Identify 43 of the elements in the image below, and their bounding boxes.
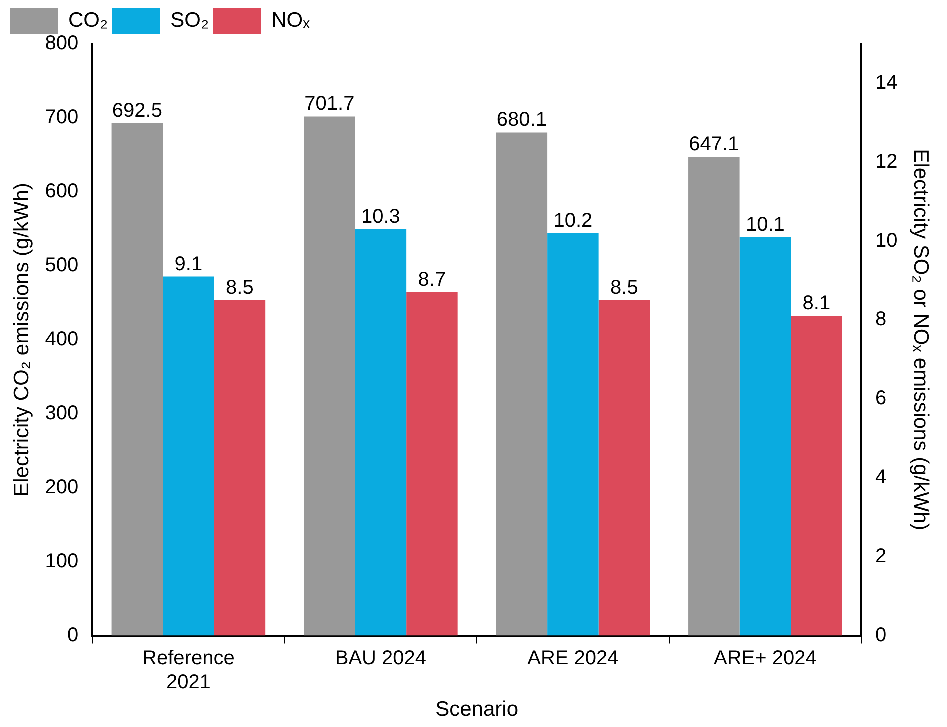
data-label: 10.1	[746, 214, 785, 236]
x-tick-label: ARE 2024	[528, 647, 619, 670]
data-label: 647.1	[689, 134, 740, 156]
data-label: 8.5	[226, 276, 254, 299]
data-label: 692.5	[112, 100, 162, 122]
legend-label: NOₓ	[272, 8, 310, 32]
legend-label: CO₂	[68, 8, 108, 32]
data-label: 701.7	[304, 93, 355, 116]
x-tick-label: Reference 2021	[142, 647, 235, 694]
y-axis-title: Electricity CO₂ emissions (g/kWh)	[10, 182, 34, 497]
y2-tick-label: 8	[876, 308, 887, 331]
y2-axis-title: Electricity SO₂ or NOₓ emissions (g/kWh)	[910, 149, 933, 531]
y2-tick-label: 2	[876, 545, 887, 568]
y2-tick-label: 10	[876, 230, 898, 252]
y-tick-label: 500	[45, 254, 79, 276]
x-axis-title: Scenario	[436, 698, 519, 722]
legend-label: SO₂	[170, 8, 210, 32]
y2-tick-label: 4	[876, 466, 887, 488]
data-label: 10.3	[361, 206, 400, 228]
x-tick-label: ARE+ 2024	[714, 647, 817, 670]
y-tick-label: 300	[45, 402, 79, 424]
data-label: 8.5	[610, 276, 638, 299]
y-tick-label: 400	[45, 328, 79, 350]
y2-tick-label: 12	[876, 150, 898, 173]
bar	[791, 316, 842, 636]
y-tick-label: 0	[67, 624, 79, 646]
bar	[214, 300, 266, 636]
y2-tick-label: 14	[876, 72, 898, 94]
bar	[406, 292, 458, 636]
y-tick-label: 200	[45, 476, 79, 498]
data-label: 680.1	[496, 109, 547, 132]
y-tick-label: 600	[45, 180, 79, 202]
y2-tick-label: 0	[876, 624, 887, 646]
x-tick-label: BAU 2024	[335, 647, 427, 670]
bar	[598, 300, 650, 636]
data-label: 10.2	[554, 210, 593, 232]
data-label: 8.7	[418, 269, 446, 292]
y2-tick-label: 6	[876, 388, 887, 410]
data-label: 8.1	[802, 292, 831, 315]
y-tick-label: 800	[45, 32, 79, 55]
y-tick-label: 700	[45, 106, 79, 128]
data-label: 9.1	[174, 253, 203, 276]
y-tick-label: 100	[45, 550, 79, 572]
